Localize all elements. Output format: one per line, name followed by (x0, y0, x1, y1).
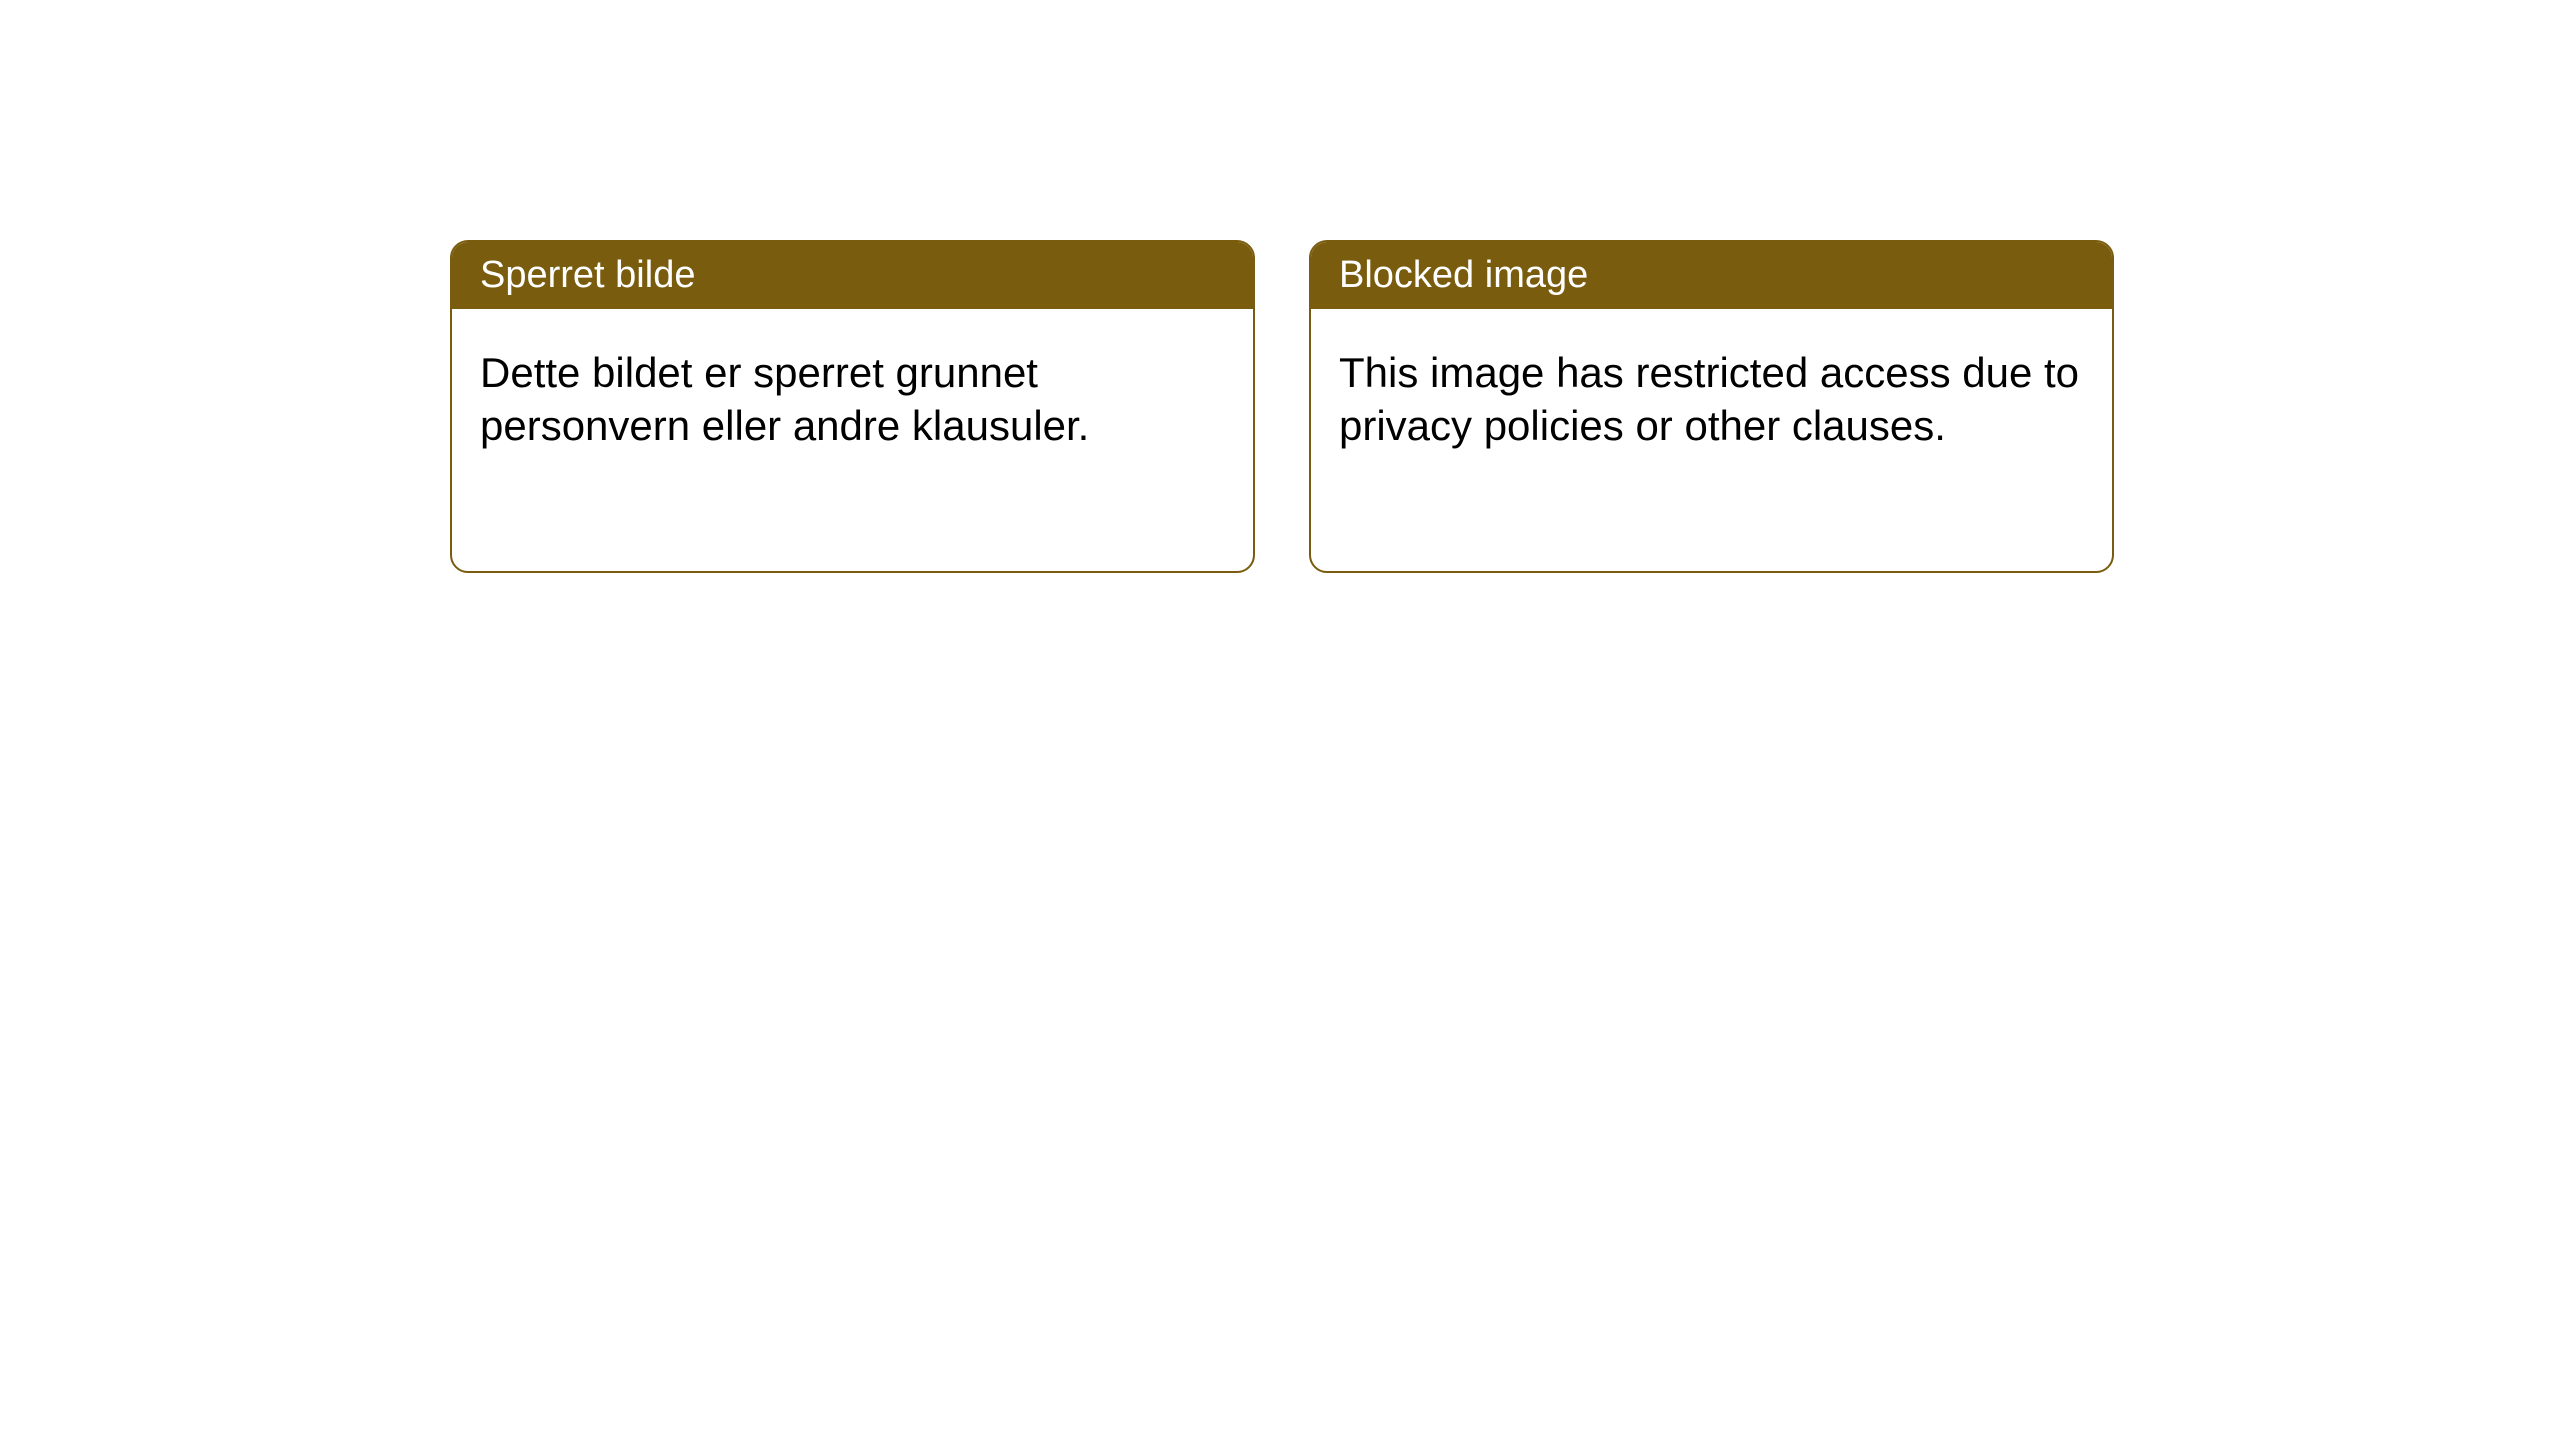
card-header: Sperret bilde (452, 242, 1253, 309)
card-body-text: Dette bildet er sperret grunnet personve… (480, 349, 1089, 449)
card-body: Dette bildet er sperret grunnet personve… (452, 309, 1253, 490)
card-body: This image has restricted access due to … (1311, 309, 2112, 490)
card-title: Sperret bilde (480, 254, 695, 296)
notice-card-english: Blocked image This image has restricted … (1309, 240, 2114, 573)
notice-card-norwegian: Sperret bilde Dette bildet er sperret gr… (450, 240, 1255, 573)
card-body-text: This image has restricted access due to … (1339, 349, 2079, 449)
notice-container: Sperret bilde Dette bildet er sperret gr… (0, 0, 2560, 573)
card-header: Blocked image (1311, 242, 2112, 309)
card-title: Blocked image (1339, 254, 1588, 296)
